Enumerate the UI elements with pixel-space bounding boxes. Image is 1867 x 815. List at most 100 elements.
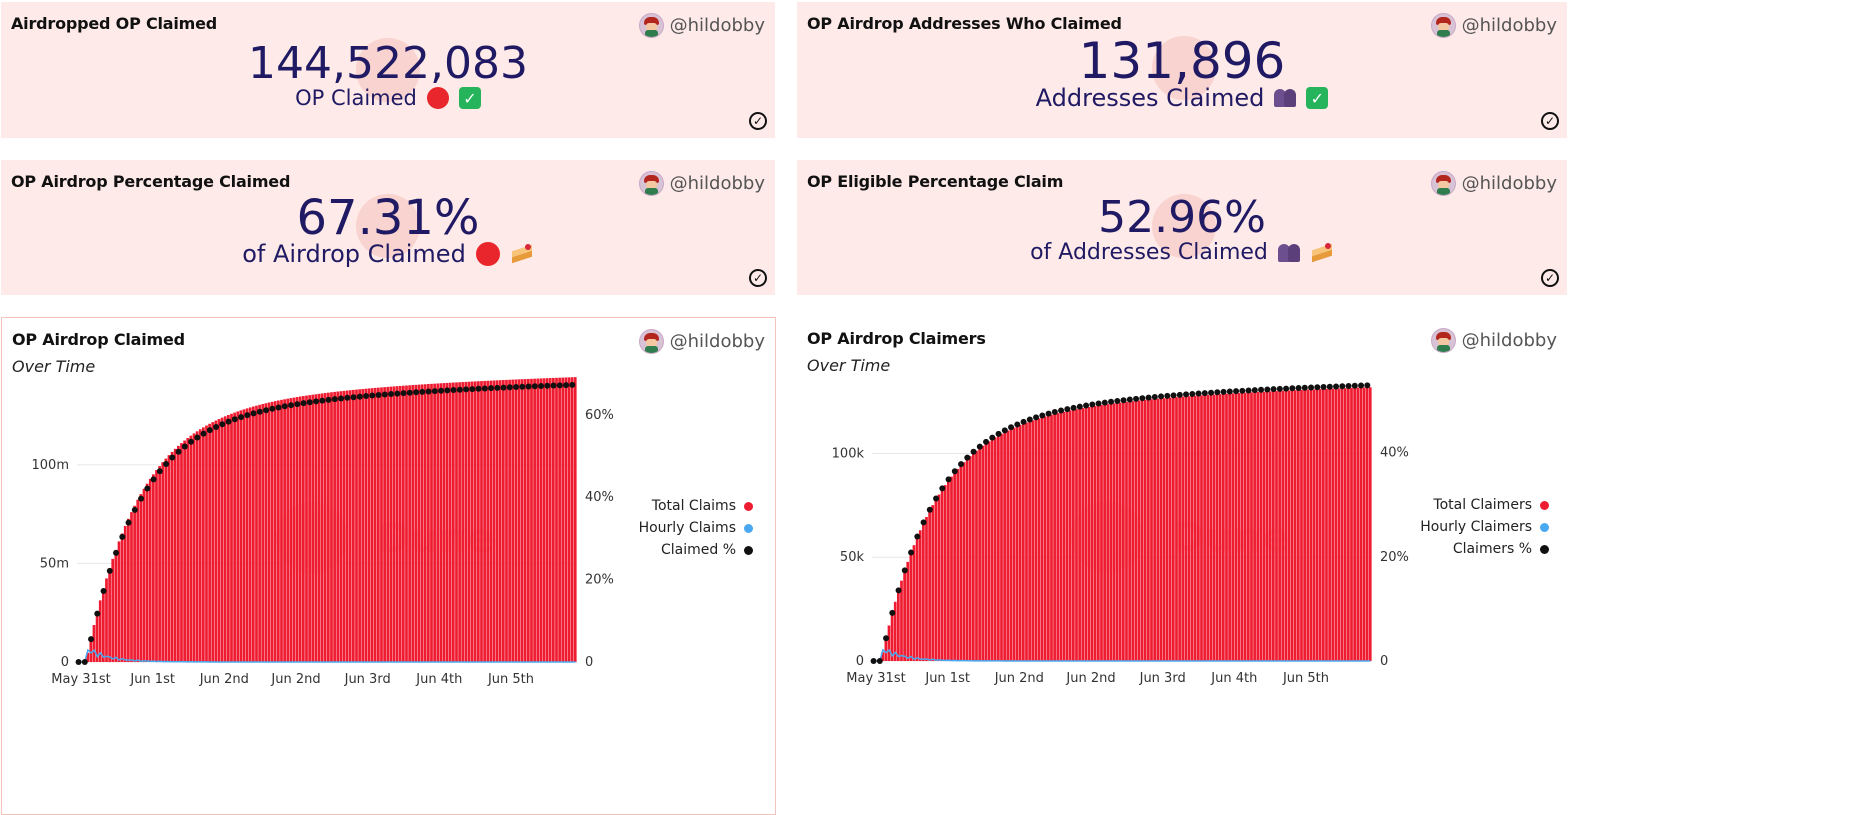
bar[interactable] xyxy=(1147,399,1150,661)
bar[interactable] xyxy=(280,399,283,662)
percent-point[interactable] xyxy=(225,418,232,425)
bar[interactable] xyxy=(912,545,916,661)
bar[interactable] xyxy=(364,388,368,662)
bar[interactable] xyxy=(564,377,568,662)
percent-point[interactable] xyxy=(419,388,426,395)
bar[interactable] xyxy=(286,398,290,662)
bar[interactable] xyxy=(903,571,906,661)
bar[interactable] xyxy=(477,381,480,662)
bar[interactable] xyxy=(420,384,424,662)
bar[interactable] xyxy=(198,429,202,662)
bar[interactable] xyxy=(1090,406,1094,661)
percent-point[interactable] xyxy=(344,394,351,401)
bar[interactable] xyxy=(1209,394,1213,661)
bar[interactable] xyxy=(1122,402,1125,661)
percent-point[interactable] xyxy=(481,385,488,392)
bar[interactable] xyxy=(539,378,543,662)
percent-point[interactable] xyxy=(75,659,82,665)
bar[interactable] xyxy=(922,523,925,661)
bar[interactable] xyxy=(480,381,483,662)
bar[interactable] xyxy=(1050,414,1053,661)
author-name[interactable]: @hildobby xyxy=(1461,173,1557,194)
bar[interactable] xyxy=(1031,420,1035,661)
percent-point[interactable] xyxy=(94,610,101,617)
percent-point[interactable] xyxy=(1364,382,1371,389)
percent-point[interactable] xyxy=(1345,382,1352,389)
bar[interactable] xyxy=(358,389,361,662)
bar[interactable] xyxy=(283,399,286,662)
bar[interactable] xyxy=(918,530,922,661)
bar[interactable] xyxy=(264,403,268,662)
bar[interactable] xyxy=(448,382,452,662)
bar[interactable] xyxy=(208,423,211,662)
percent-point[interactable] xyxy=(325,396,332,403)
percent-point[interactable] xyxy=(113,549,120,556)
bar[interactable] xyxy=(255,405,258,662)
bar[interactable] xyxy=(1150,399,1153,661)
legend-item[interactable]: Hourly Claimers xyxy=(1420,519,1549,535)
percent-point[interactable] xyxy=(1139,395,1146,402)
legend-item[interactable]: Total Claimers xyxy=(1433,497,1549,513)
percent-point[interactable] xyxy=(1164,392,1171,399)
percent-point[interactable] xyxy=(238,414,245,421)
card-title[interactable]: OP Airdrop Percentage Claimed xyxy=(11,172,291,191)
bar[interactable] xyxy=(1215,394,1219,661)
bar[interactable] xyxy=(906,561,910,661)
percent-point[interactable] xyxy=(1276,385,1283,392)
bar[interactable] xyxy=(320,393,324,662)
bar[interactable] xyxy=(383,387,386,662)
bar[interactable] xyxy=(367,388,371,662)
percent-point[interactable] xyxy=(319,397,326,404)
author-name[interactable]: @hildobby xyxy=(1461,330,1557,351)
percent-point[interactable] xyxy=(1076,403,1083,410)
percent-point[interactable] xyxy=(1308,384,1315,391)
bar[interactable] xyxy=(1028,421,1031,661)
bar[interactable] xyxy=(1118,402,1122,661)
bar[interactable] xyxy=(492,380,496,662)
bar[interactable] xyxy=(395,386,399,662)
author-name[interactable]: @hildobby xyxy=(669,15,765,36)
bar[interactable] xyxy=(167,455,171,662)
bar[interactable] xyxy=(1331,388,1335,661)
check-circle-icon[interactable]: ✓ xyxy=(1541,112,1559,130)
percent-point[interactable] xyxy=(469,386,476,393)
percent-point[interactable] xyxy=(550,382,557,389)
bar[interactable] xyxy=(884,638,888,661)
percent-point[interactable] xyxy=(525,383,532,390)
percent-point[interactable] xyxy=(1158,393,1165,400)
bar[interactable] xyxy=(436,383,440,662)
bar[interactable] xyxy=(1247,392,1250,661)
percent-point[interactable] xyxy=(989,434,996,441)
percent-point[interactable] xyxy=(369,392,376,399)
bar[interactable] xyxy=(133,505,136,662)
bar[interactable] xyxy=(984,443,988,661)
percent-point[interactable] xyxy=(256,408,263,415)
bar[interactable] xyxy=(1053,413,1056,661)
bar[interactable] xyxy=(965,459,969,661)
percent-point[interactable] xyxy=(125,519,132,526)
bar[interactable] xyxy=(1250,392,1253,661)
bar[interactable] xyxy=(139,494,143,662)
bar[interactable] xyxy=(1240,392,1244,661)
bar[interactable] xyxy=(317,393,321,662)
bar[interactable] xyxy=(267,402,271,662)
bar[interactable] xyxy=(102,589,105,662)
percent-point[interactable] xyxy=(438,387,445,394)
author-link[interactable]: @hildobby xyxy=(638,171,765,196)
bar[interactable] xyxy=(473,381,477,662)
bar[interactable] xyxy=(1193,395,1197,661)
bar[interactable] xyxy=(86,652,90,662)
bar[interactable] xyxy=(273,401,277,662)
bar[interactable] xyxy=(548,378,552,662)
percent-point[interactable] xyxy=(400,390,407,397)
bar[interactable] xyxy=(511,379,515,662)
percent-point[interactable] xyxy=(519,383,526,390)
bar[interactable] xyxy=(336,391,340,662)
bar[interactable] xyxy=(1259,391,1263,661)
percent-point[interactable] xyxy=(500,384,507,391)
bar[interactable] xyxy=(323,393,327,662)
percent-point[interactable] xyxy=(200,430,207,437)
percent-point[interactable] xyxy=(1095,400,1102,407)
bar[interactable] xyxy=(1043,416,1047,661)
